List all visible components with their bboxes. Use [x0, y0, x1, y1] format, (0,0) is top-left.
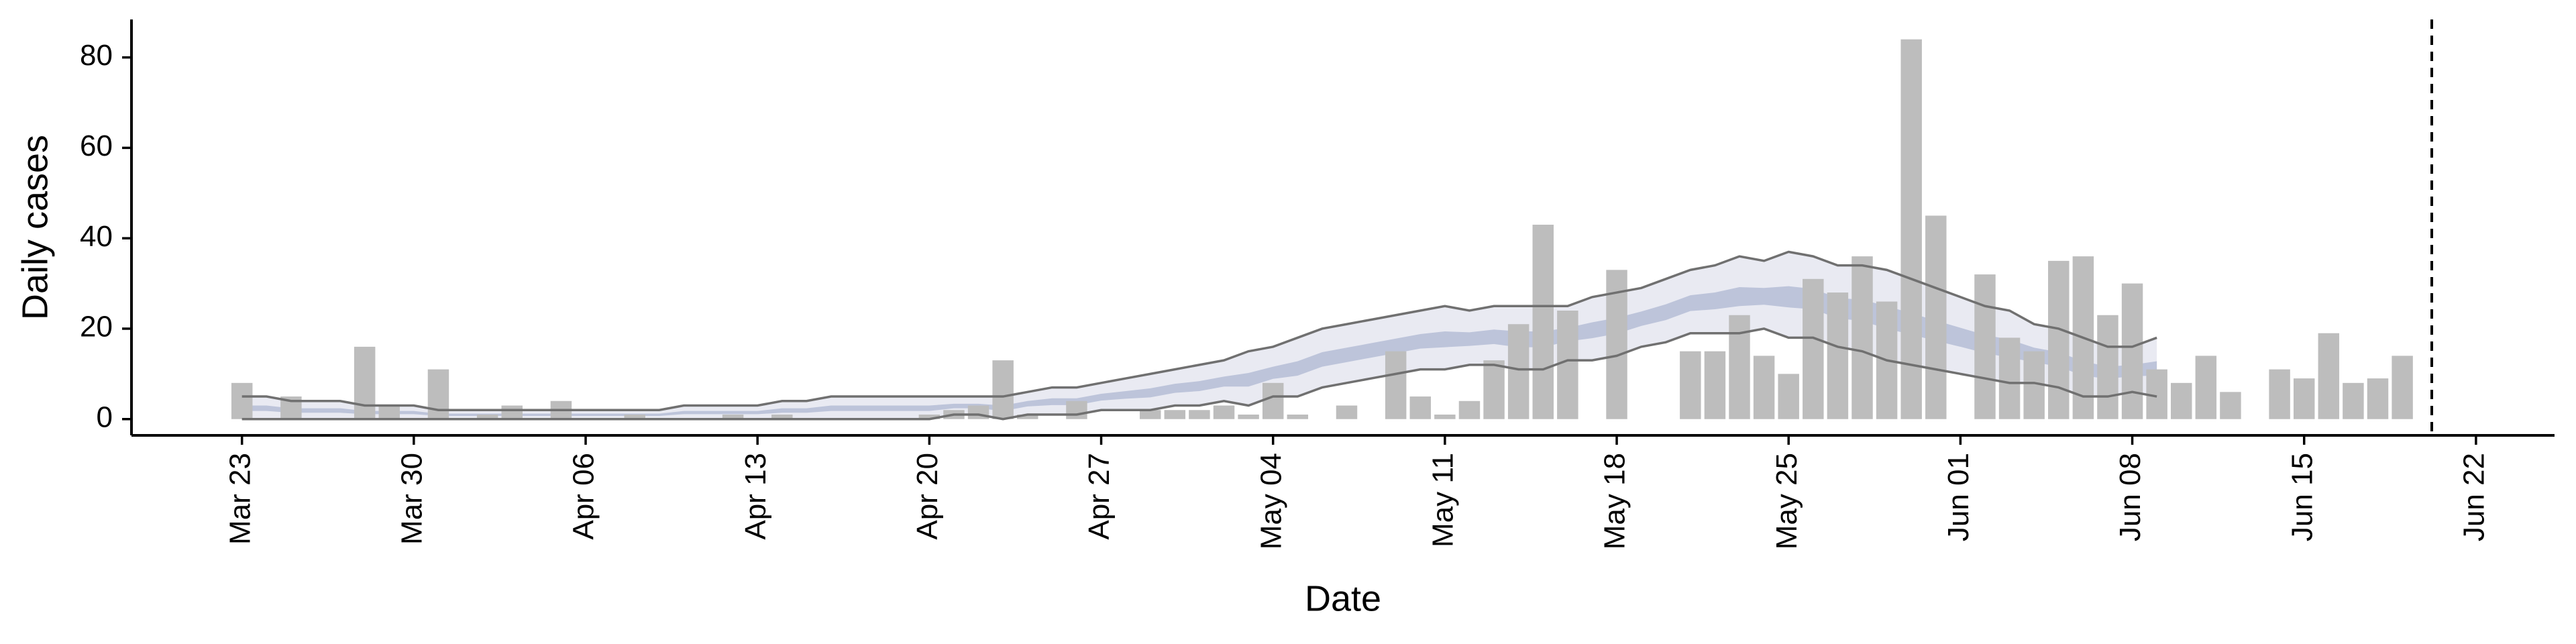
bar — [2392, 356, 2413, 419]
bar — [2195, 356, 2217, 419]
bar — [1827, 292, 1849, 419]
bar — [2121, 283, 2143, 419]
x-tick-label: May 04 — [1254, 453, 1287, 549]
bar — [427, 369, 449, 419]
bar — [1262, 382, 1284, 419]
bar — [1900, 39, 1922, 419]
bar — [476, 415, 498, 419]
bar — [992, 360, 1014, 419]
y-tick-label: 40 — [80, 220, 113, 253]
x-tick-label: Jun 01 — [1942, 453, 1975, 541]
bar — [2293, 378, 2315, 419]
band-edge — [241, 327, 2157, 421]
bar — [2343, 382, 2364, 419]
x-axis-title: Date — [1305, 578, 1381, 619]
bar — [1507, 324, 1529, 419]
bar — [722, 415, 744, 419]
bar — [1139, 410, 1161, 419]
bar — [1851, 256, 1873, 419]
bar — [378, 405, 400, 419]
x-tick-label: Apr 20 — [911, 453, 944, 540]
bar — [1778, 374, 1799, 419]
x-tick-label: May 25 — [1770, 453, 1803, 549]
bar — [2269, 369, 2290, 419]
x-tick-label: Mar 23 — [223, 453, 256, 545]
bar — [2220, 392, 2241, 419]
bar — [1974, 274, 1996, 419]
bar — [918, 415, 941, 419]
bar — [501, 405, 523, 419]
bar — [1458, 400, 1481, 419]
x-tick-label: Apr 06 — [568, 453, 600, 540]
bar — [1753, 356, 1775, 419]
bar — [2318, 333, 2340, 419]
bar — [1925, 215, 1947, 419]
band — [241, 286, 2157, 417]
bar — [1483, 360, 1505, 419]
x-tick-label: Jun 15 — [2286, 453, 2318, 541]
bar — [771, 415, 793, 419]
x-tick-label: Apr 27 — [1083, 453, 1116, 540]
bar — [1189, 410, 1210, 419]
x-tick-label: Jun 22 — [2458, 453, 2491, 541]
bar — [1164, 410, 1186, 419]
band-edge — [241, 250, 2157, 412]
bar — [231, 382, 253, 419]
x-tick-label: May 18 — [1599, 453, 1631, 549]
bar — [2171, 382, 2192, 419]
x-tick-label: Mar 30 — [395, 453, 428, 545]
bar — [1557, 311, 1578, 419]
bar — [354, 346, 376, 419]
bar — [1213, 405, 1235, 419]
bar — [2367, 378, 2389, 419]
y-tick-label: 0 — [97, 400, 113, 433]
bar — [1066, 400, 1087, 419]
bar — [1238, 415, 1259, 419]
bar — [1287, 415, 1309, 419]
y-tick-label: 60 — [80, 129, 113, 162]
bar — [1336, 405, 1358, 419]
bar — [1704, 351, 1726, 419]
x-tick-label: Jun 08 — [2114, 453, 2147, 541]
bar — [624, 415, 645, 419]
bar — [1532, 224, 1554, 419]
bar — [1998, 337, 2021, 419]
bar — [2048, 260, 2070, 419]
y-tick-label: 20 — [80, 311, 113, 343]
bar — [1434, 415, 1456, 419]
bar — [1017, 415, 1038, 419]
y-axis-title: Daily cases — [15, 135, 55, 320]
bar — [1803, 278, 1824, 419]
x-tick-label: May 11 — [1426, 453, 1459, 547]
bar — [1409, 396, 1432, 419]
bar — [2097, 315, 2118, 419]
bar — [1385, 351, 1407, 419]
bar — [1680, 351, 1701, 419]
x-tick-label: Apr 13 — [739, 453, 772, 540]
y-tick-label: 80 — [80, 39, 113, 72]
band — [241, 252, 2157, 419]
